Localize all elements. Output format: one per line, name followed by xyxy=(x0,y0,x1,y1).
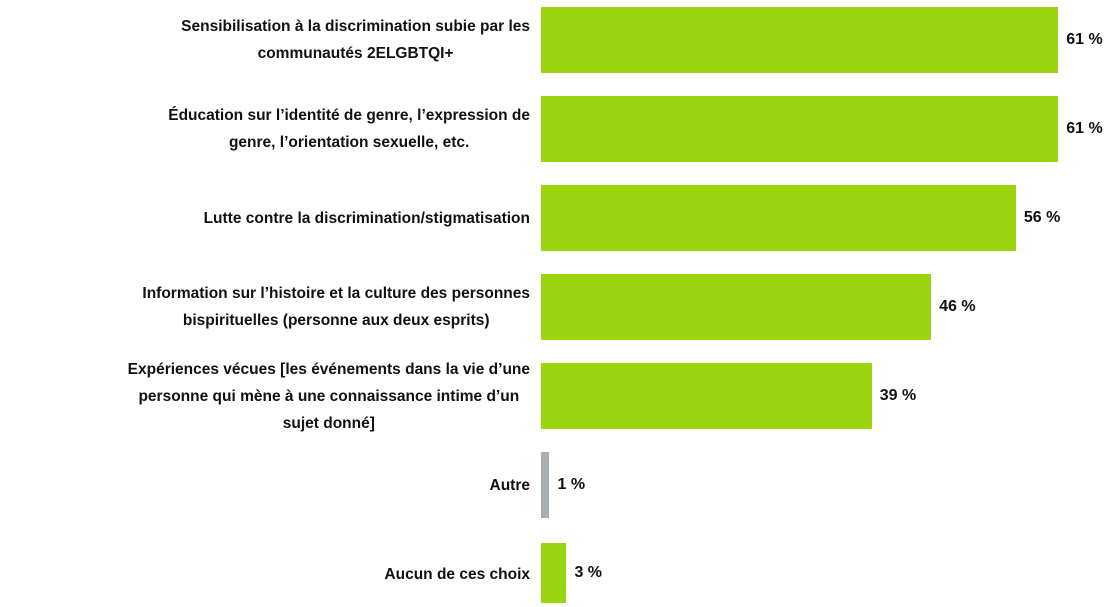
value-label: 3 % xyxy=(574,564,603,581)
bar-row: Éducation sur l’identité de genre, l’exp… xyxy=(0,96,1116,162)
bar-row: Sensibilisation à la discrimination subi… xyxy=(0,7,1116,73)
bar-row: Expériences vécues [les événements dans … xyxy=(0,361,1116,432)
category-label: Éducation sur l’identité de genre, l’exp… xyxy=(168,107,530,151)
category-label: Autre xyxy=(489,476,530,494)
category-label-wrap: Lutte contre la discrimination/stigmatis… xyxy=(204,185,530,251)
bar xyxy=(541,7,1059,73)
bar xyxy=(541,96,1059,162)
category-label: Lutte contre la discrimination/stigmatis… xyxy=(203,209,530,227)
category-label-wrap: Aucun de ces choix xyxy=(384,541,530,607)
category-label-wrap: Sensibilisation à la discrimination subi… xyxy=(181,7,530,73)
bar xyxy=(541,452,550,518)
category-label: Sensibilisation à la discrimination subi… xyxy=(181,18,530,62)
bar-row: Autre 1 % xyxy=(0,452,1116,518)
bar-row: Lutte contre la discrimination/stigmatis… xyxy=(0,185,1116,251)
value-label: 61 % xyxy=(1066,120,1103,137)
bar xyxy=(541,363,872,429)
category-label: Expériences vécues [les événements dans … xyxy=(127,360,530,432)
value-label: 56 % xyxy=(1023,209,1061,226)
bar xyxy=(541,543,567,603)
category-label-wrap: Expériences vécues [les événements dans … xyxy=(128,361,530,432)
value-label: 1 % xyxy=(557,476,586,493)
bar-row: Aucun de ces choix 3 % xyxy=(0,541,1116,607)
category-label-wrap: Autre xyxy=(490,452,530,518)
category-label-wrap: Information sur l’histoire et la culture… xyxy=(142,274,530,340)
category-label: Aucun de ces choix xyxy=(384,565,530,583)
bar xyxy=(541,185,1016,251)
category-label: Information sur l’histoire et la culture… xyxy=(142,285,530,329)
bar-row: Information sur l’histoire et la culture… xyxy=(0,274,1116,340)
value-label: 46 % xyxy=(939,298,976,315)
value-label: 61 % xyxy=(1066,31,1103,48)
value-label: 39 % xyxy=(879,387,917,404)
category-label-wrap: Éducation sur l’identité de genre, l’exp… xyxy=(168,96,530,162)
bar xyxy=(541,274,932,340)
